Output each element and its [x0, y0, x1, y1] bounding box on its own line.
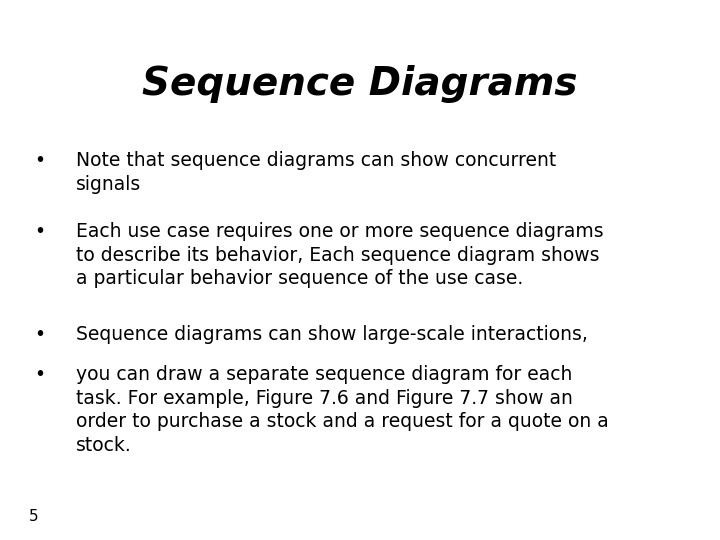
Text: 5: 5: [29, 509, 38, 524]
Text: Sequence Diagrams: Sequence Diagrams: [143, 65, 577, 103]
Text: you can draw a separate sequence diagram for each
task. For example, Figure 7.6 : you can draw a separate sequence diagram…: [76, 365, 608, 455]
Text: Sequence diagrams can show large-scale interactions,: Sequence diagrams can show large-scale i…: [76, 325, 588, 343]
Text: •: •: [34, 151, 45, 170]
Text: •: •: [34, 222, 45, 241]
Text: Each use case requires one or more sequence diagrams
to describe its behavior, E: Each use case requires one or more seque…: [76, 222, 603, 288]
Text: •: •: [34, 325, 45, 343]
Text: •: •: [34, 365, 45, 384]
Text: Note that sequence diagrams can show concurrent
signals: Note that sequence diagrams can show con…: [76, 151, 556, 194]
